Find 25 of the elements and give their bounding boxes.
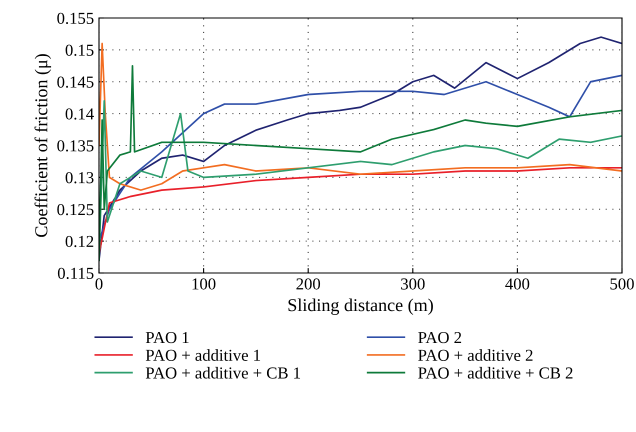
line-series — [99, 166, 622, 255]
x-tick-label: 0 — [95, 278, 103, 290]
y-tick-label: 0.115 — [58, 268, 94, 280]
y-axis-title: Coefficient of friction (μ) — [34, 54, 52, 237]
x-tick-label: 100 — [192, 278, 216, 290]
y-tick-label: 0.155 — [57, 12, 94, 24]
legend-label: PAO + additive + CB 1 — [146, 366, 300, 379]
legend-label: PAO 1 — [146, 332, 189, 344]
legend-label: PAO + additive + CB 2 — [418, 366, 572, 379]
y-tick-label: 0.13 — [66, 172, 94, 184]
line-series — [99, 42, 622, 191]
x-tick-label: 200 — [296, 278, 320, 290]
y-tick-label: 0.135 — [57, 140, 94, 152]
legend-label: PAO + additive 2 — [418, 349, 533, 361]
x-axis-title: Sliding distance (m) — [288, 298, 433, 315]
y-tick-label: 0.145 — [57, 76, 94, 88]
y-tick-label: 0.14 — [66, 108, 94, 120]
legend-label: PAO + additive 1 — [146, 349, 260, 361]
x-tick-label: 500 — [610, 278, 634, 290]
y-tick-label: 0.12 — [66, 236, 94, 248]
legend-label: PAO 2 — [418, 332, 462, 344]
x-tick-label: 300 — [401, 278, 425, 290]
y-tick-label: 0.15 — [66, 44, 94, 56]
y-tick-label: 0.125 — [57, 204, 94, 216]
x-tick-label: 400 — [505, 278, 530, 290]
